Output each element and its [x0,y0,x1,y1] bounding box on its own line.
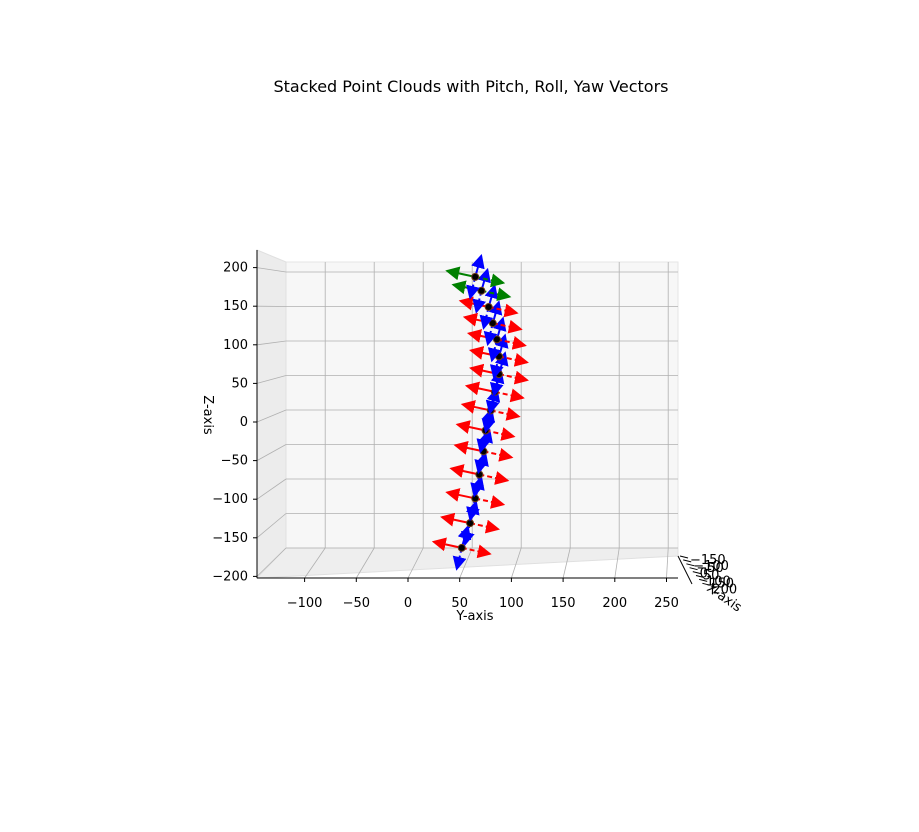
data-point [475,470,484,479]
grid-floor-line [511,547,522,579]
data-point [492,335,501,344]
z-tick-label: 0 [240,415,248,430]
data-point [494,370,503,379]
grid-side-line [256,340,287,346]
grid-floor-line [614,547,620,579]
data-point [466,519,475,528]
y-tick-label: 100 [499,596,524,611]
y-tick-label: −50 [343,596,370,611]
data-point [488,319,497,328]
x-tick-mark [689,567,698,571]
y-tick-label: 200 [602,596,627,611]
x-tick-mark [695,575,705,578]
x-tick-label: 150 [709,576,734,591]
x-tick-mark [699,578,708,582]
x-tick-label: 50 [703,569,720,584]
z-tick-label: −200 [212,569,248,584]
z-tick-label: 200 [223,261,248,276]
y-tick-label: 250 [654,596,679,611]
grid-side-line [256,409,287,423]
y-axis-label: Y-axis [455,609,493,624]
floor-pane [255,547,679,579]
x-tick-mark [702,582,711,586]
grid-side-line [256,478,287,500]
y-tick-label: −100 [287,596,323,611]
pitch-vector [455,420,486,434]
y-tick-label: 0 [404,596,412,611]
x-tick-mark [683,559,692,563]
y-tick-label: 150 [551,596,576,611]
x-tick-mark [686,563,695,567]
pitch-vector-neg [461,544,492,559]
axes [256,250,693,585]
grid-floor-line [304,547,326,579]
x-tick-mark [679,555,689,559]
x-tick-label: −150 [690,553,726,568]
grid-side-line [256,547,287,577]
yaw-vector [445,266,476,281]
grid-floor-line [355,547,375,579]
x-tick-label: −50 [696,561,723,576]
x-tick-label: 0 [700,567,708,582]
data-point [471,494,480,503]
y-tick-labels: −100 −50 0 50 100 150 200 250 [287,578,679,611]
x-tick-mark [692,571,701,575]
z-tick-label: 100 [223,338,248,353]
pitch-vector-neg [492,319,523,334]
pitch-vector-neg [498,353,529,367]
pitch-vector [431,537,462,552]
pitch-vector-neg [479,471,510,485]
x-tick-label: 100 [706,575,731,590]
z-tick-label: −50 [221,454,248,469]
data-point [471,272,480,281]
x-axis-line [677,555,693,585]
pitch-vector-neg [488,303,519,318]
x-tick-label: 200 [712,582,737,597]
data-layer [431,253,529,571]
y-tick-label: 50 [451,596,468,611]
pitch-vector [440,512,471,527]
data-point [484,302,493,311]
data-point [494,352,503,361]
grid-floor-line [666,547,669,579]
grid-side-line [256,513,287,539]
pitch-vector-neg [496,336,527,350]
grid-side-line [256,375,287,384]
pitch-vector-neg [498,370,529,385]
chart-title: Stacked Point Clouds with Pitch, Roll, Y… [273,77,668,96]
data-point [457,543,466,552]
pitch-vector-neg [475,495,506,509]
z-tick-label: −150 [212,531,248,546]
data-point [477,286,486,295]
grid-floor-line [407,547,424,579]
grid-floor-line [562,547,571,579]
left-pane [256,249,287,580]
grid-lines [256,262,678,579]
z-tick-label: 50 [231,376,248,391]
z-tick-labels: −200 −150 −100 −50 0 50 100 150 200 [212,261,257,584]
z-tick-label: −100 [212,492,248,507]
pitch-vector-neg [469,519,500,534]
grid-side-line [256,267,287,273]
x-tick-label: −100 [693,559,729,574]
yaw-vector-neg [475,273,506,288]
z-tick-label: 150 [223,299,248,314]
yaw-vector-neg [481,287,512,302]
z-axis-label: Z-axis [200,395,215,435]
grid-side-line [256,444,287,461]
